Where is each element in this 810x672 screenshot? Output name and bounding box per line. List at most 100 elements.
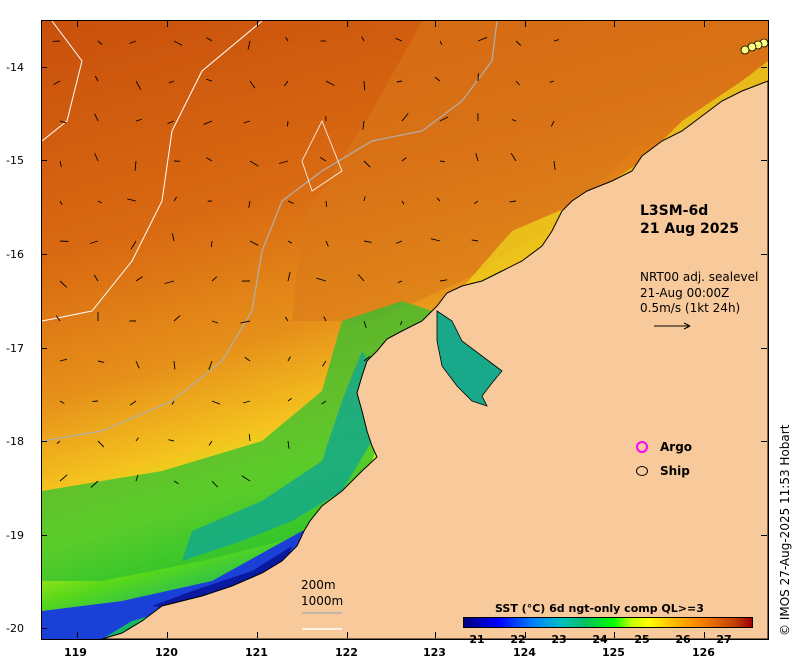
isobath-200m-label: 200m [301, 578, 336, 592]
current-arrow [285, 37, 289, 42]
current-arrow [206, 78, 213, 82]
lat-tick [41, 535, 47, 536]
current-arrow [171, 233, 175, 242]
current-arrow [59, 280, 68, 288]
current-arrow [59, 240, 69, 242]
current-arrow [127, 198, 137, 202]
current-arrows [52, 36, 560, 488]
current-arrow [208, 440, 213, 446]
lon-tick [704, 21, 705, 27]
lat-tick [41, 348, 47, 349]
lon-label-121: 121 [245, 646, 268, 659]
current-arrow [135, 276, 143, 282]
current-arrow [287, 200, 294, 204]
current-arrow [242, 400, 251, 404]
ship-marker-icon [636, 466, 648, 476]
product-date: 21 Aug 2025 [640, 221, 740, 237]
sst-map-canvas [42, 21, 768, 639]
current-arrow [244, 356, 251, 362]
lon-tick [435, 21, 436, 27]
nrt-time: 21-Aug 00:00Z [640, 285, 730, 300]
current-arrow [287, 120, 289, 127]
current-arrow [247, 40, 251, 50]
colorbar-gradient [463, 617, 753, 628]
current-arrow [325, 200, 328, 207]
ship-track [740, 38, 768, 55]
current-arrow [56, 440, 61, 445]
current-arrow [168, 80, 175, 84]
current-arrow [325, 240, 329, 247]
lat-tick [761, 535, 767, 536]
current-arrow [173, 480, 179, 485]
lon-tick [614, 21, 615, 27]
current-arrow [363, 356, 371, 362]
current-arrow [59, 474, 68, 482]
current-arrow [471, 239, 479, 242]
lon-label-124: 124 [513, 646, 536, 659]
lon-tick [77, 21, 78, 27]
current-arrow [509, 200, 517, 203]
current-arrow [97, 440, 105, 448]
current-arrow [171, 400, 175, 405]
current-arrow [436, 197, 441, 202]
current-arrow [549, 80, 555, 83]
current-arrow [439, 279, 448, 282]
isobath-deep [42, 21, 83, 142]
sst-colorbar: SST (°C) 6d ngt-only comp QL>=3 21 22 23… [455, 600, 755, 646]
current-arrow [94, 153, 99, 162]
lon-tick [257, 21, 258, 27]
current-arrow [287, 397, 292, 402]
current-arrow [97, 40, 103, 45]
current-arrow [434, 76, 441, 82]
current-arrow [439, 40, 443, 46]
lon-label-119: 119 [64, 646, 87, 659]
current-arrow [396, 80, 403, 83]
nrt-source: NRT00 adj. sealevel [640, 270, 759, 284]
current-arrow [135, 80, 142, 90]
current-arrow [173, 196, 178, 202]
lat-label-14: -14 [6, 61, 24, 74]
isobath-1000m [42, 21, 263, 322]
lat-tick [761, 254, 767, 255]
current-arrow [287, 356, 291, 362]
current-arrow [55, 315, 61, 322]
colorbar-tick: 23 [551, 633, 567, 646]
current-arrow [93, 274, 99, 282]
current-arrow [319, 157, 327, 162]
lat-label-19: -19 [6, 529, 24, 542]
land-mass [101, 80, 768, 639]
current-arrow [130, 240, 137, 250]
argo-marker-icon [636, 441, 648, 453]
current-arrow [94, 113, 99, 122]
current-arrow [167, 120, 175, 125]
current-arrow [363, 320, 367, 328]
current-arrow [477, 36, 488, 42]
lat-label-18: -18 [6, 435, 24, 448]
current-arrow [511, 119, 517, 122]
current-arrow [287, 271, 291, 282]
current-arrow [241, 475, 251, 482]
current-arrow [363, 240, 372, 243]
lon-label-122: 122 [335, 646, 358, 659]
isobath-legend: 200m 1000m [301, 577, 343, 609]
current-arrow [357, 274, 365, 282]
current-arrow [287, 440, 290, 449]
current-arrow [401, 157, 407, 162]
lon-label-123: 123 [423, 646, 446, 659]
current-arrow [94, 75, 99, 82]
lon-tick [347, 632, 348, 638]
colorbar-tick: 21 [469, 633, 485, 646]
current-arrow [363, 80, 366, 91]
lon-tick [167, 632, 168, 638]
lat-tick [761, 67, 767, 68]
lon-tick [257, 632, 258, 638]
current-arrow [553, 160, 556, 170]
current-arrow [399, 320, 403, 325]
current-arrow [249, 80, 256, 89]
lat-label-16: -16 [6, 248, 24, 261]
current-arrow [284, 80, 289, 87]
cold-water-region [42, 521, 342, 639]
lat-label-20: -20 [6, 622, 24, 635]
current-arrow [173, 360, 176, 370]
reference-arrow [654, 322, 691, 330]
